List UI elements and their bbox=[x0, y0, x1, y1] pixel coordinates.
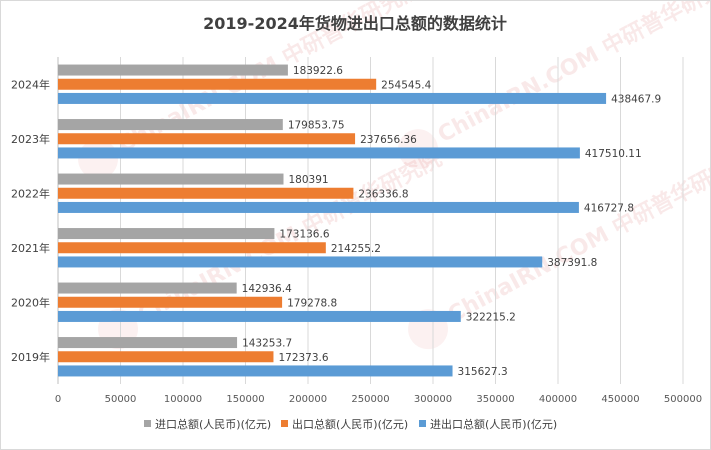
category-label: 2023年 bbox=[11, 132, 50, 146]
legend-swatch bbox=[144, 420, 151, 427]
x-tick-label: 100000 bbox=[164, 394, 202, 405]
data-label: 179853.75 bbox=[288, 120, 345, 132]
gridlines bbox=[57, 57, 684, 384]
legend: 进口总额(人民币)(亿元) 出口总额(人民币)(亿元) 进出口总额(人民币)(亿元) bbox=[144, 417, 557, 431]
watermark: ChinaIRN.COM 中研普华研究院 bbox=[408, 145, 710, 350]
x-tick-label: 300000 bbox=[414, 394, 452, 405]
bar bbox=[58, 365, 453, 377]
data-label: 254545.4 bbox=[381, 79, 431, 91]
bar bbox=[58, 78, 377, 90]
data-label: 417510.11 bbox=[585, 148, 642, 160]
x-tick-label: 400000 bbox=[539, 394, 577, 405]
bar bbox=[58, 351, 274, 363]
bar bbox=[58, 282, 237, 294]
data-label: 438467.9 bbox=[611, 93, 661, 105]
x-tick-label: 250000 bbox=[351, 394, 389, 405]
category-label: 2020年 bbox=[11, 295, 50, 309]
category-label: 2021年 bbox=[11, 241, 50, 255]
bar bbox=[58, 147, 580, 159]
x-tick-label: 0 bbox=[55, 394, 61, 405]
data-label: 180391 bbox=[288, 174, 328, 186]
data-label: 179278.8 bbox=[287, 297, 337, 309]
category-label: 2024年 bbox=[11, 77, 50, 91]
y-axis-labels: 2024年 2023年 2022年 2021年 2020年 2019年 bbox=[11, 77, 50, 364]
bar bbox=[58, 228, 275, 240]
data-label: 183922.6 bbox=[293, 65, 343, 77]
data-label: 322215.2 bbox=[466, 311, 516, 323]
data-label: 173136.6 bbox=[279, 229, 329, 241]
x-tick-label: 150000 bbox=[226, 394, 264, 405]
chart-title: 2019-2024年货物进出口总额的数据统计 bbox=[203, 14, 507, 33]
data-label: 416727.8 bbox=[584, 202, 634, 214]
bars: 183922.6 254545.4 438467.9 179853.75 237656.… bbox=[58, 64, 661, 378]
data-label: 387391.8 bbox=[547, 257, 597, 269]
bar bbox=[58, 187, 354, 199]
bar bbox=[58, 173, 284, 185]
data-label: 236336.8 bbox=[358, 188, 408, 200]
x-axis-ticks: 0 50000 100000 150000 200000 250000 300000 3500… bbox=[55, 394, 702, 405]
legend-swatch bbox=[281, 420, 288, 427]
bar bbox=[58, 64, 288, 76]
x-tick-label: 350000 bbox=[476, 394, 514, 405]
data-label: 172373.6 bbox=[278, 352, 328, 364]
x-tick-label: 500000 bbox=[664, 394, 702, 405]
legend-label: 出口总额(人民币)(亿元) bbox=[292, 417, 408, 431]
bar bbox=[58, 92, 607, 104]
bar bbox=[58, 310, 461, 322]
svg-text:ChinaIRN.COM 中研普华研究院: ChinaIRN.COM 中研普华研究院 bbox=[444, 145, 710, 328]
bar bbox=[58, 337, 238, 349]
bar bbox=[58, 256, 543, 268]
bar bbox=[58, 201, 579, 213]
data-label: 237656.36 bbox=[360, 134, 417, 146]
bar bbox=[58, 296, 283, 308]
bar bbox=[58, 133, 356, 145]
x-tick-label: 200000 bbox=[289, 394, 327, 405]
x-tick-label: 450000 bbox=[601, 394, 639, 405]
x-tick-label: 50000 bbox=[105, 394, 137, 405]
bar bbox=[58, 242, 326, 254]
data-label: 143253.7 bbox=[242, 338, 292, 350]
data-label: 315627.3 bbox=[458, 366, 508, 378]
data-label: 214255.2 bbox=[331, 243, 381, 255]
bar bbox=[58, 119, 283, 131]
legend-label: 进出口总额(人民币)(亿元) bbox=[430, 417, 557, 431]
legend-label: 进口总额(人民币)(亿元) bbox=[155, 417, 271, 431]
category-label: 2022年 bbox=[11, 186, 50, 200]
legend-swatch bbox=[419, 420, 426, 427]
category-label: 2019年 bbox=[11, 350, 50, 364]
data-label: 142936.4 bbox=[242, 283, 292, 295]
